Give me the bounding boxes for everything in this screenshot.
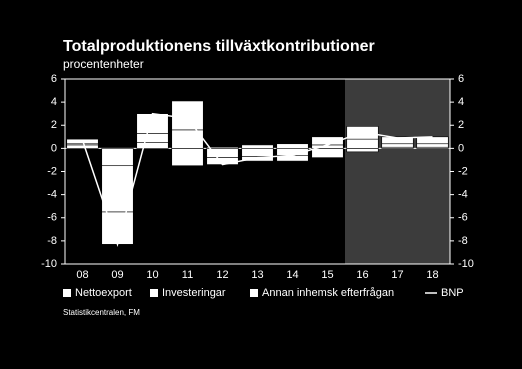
y-tick-label: 0 <box>51 142 57 154</box>
x-tick-label: 09 <box>111 269 123 281</box>
y2-tick-label: 4 <box>458 96 464 108</box>
y2-tick-label: 6 <box>458 73 464 85</box>
legend-swatch <box>250 289 258 297</box>
forecast-shade <box>345 79 450 264</box>
legend-label: Investeringar <box>162 287 226 299</box>
chart-title: Totalproduktionens tillväxtkontributione… <box>63 38 375 55</box>
bar-segment <box>136 113 169 134</box>
y2-tick-label: -6 <box>458 212 468 224</box>
y-tick-label: 2 <box>51 119 57 131</box>
bar-segment <box>346 148 379 153</box>
line <box>81 112 433 247</box>
bar-segment <box>241 156 274 162</box>
bar-segment <box>276 143 309 149</box>
bar-segment <box>171 100 204 131</box>
legend-label: BNP <box>441 287 464 299</box>
y-tick-label: -4 <box>47 189 57 201</box>
legend-swatch <box>150 289 158 297</box>
x-tick-label: 15 <box>321 269 333 281</box>
plot-frame <box>64 78 451 265</box>
x-tick-label: 12 <box>216 269 228 281</box>
x-tick-label: 14 <box>286 269 298 281</box>
bar-segment <box>136 133 169 143</box>
bar-segment <box>416 143 449 148</box>
y-tick-label: -2 <box>47 165 57 177</box>
x-tick-label: 10 <box>146 269 158 281</box>
y-tick-label: 6 <box>51 73 57 85</box>
legend-label: Nettoexport <box>75 287 132 299</box>
bar-segment <box>171 148 204 167</box>
bar-segment <box>66 144 99 149</box>
y-tick-label: 4 <box>51 96 57 108</box>
bar-segment <box>241 144 274 149</box>
legend-swatch <box>63 289 71 297</box>
x-tick-label: 13 <box>251 269 263 281</box>
legend-label: Annan inhemsk efterfrågan <box>262 287 394 299</box>
y2-tick-label: -10 <box>458 258 474 270</box>
y2-tick-label: -8 <box>458 235 468 247</box>
bar-segment <box>101 211 134 245</box>
x-tick-label: 08 <box>76 269 88 281</box>
source: Statistikcentralen, FM <box>63 308 140 317</box>
y-tick-label: -8 <box>47 235 57 247</box>
x-tick-label: 16 <box>356 269 368 281</box>
bar-segment <box>381 143 414 148</box>
y2-tick-label: -2 <box>458 165 468 177</box>
y2-tick-label: -4 <box>458 189 468 201</box>
bar-segment <box>241 148 274 157</box>
y-tick-label: -6 <box>47 212 57 224</box>
x-tick-label: 18 <box>426 269 438 281</box>
y2-tick-label: 2 <box>458 119 464 131</box>
bar-segment <box>346 138 379 149</box>
bar-segment <box>136 142 169 149</box>
bar-segment <box>101 148 134 167</box>
y2-tick-label: 0 <box>458 142 464 154</box>
chart-subtitle: procentenheter <box>63 57 144 71</box>
x-tick-label: 17 <box>391 269 403 281</box>
bar-segment <box>311 148 344 158</box>
bar-segment <box>381 136 414 145</box>
x-tick-label: 11 <box>182 269 193 281</box>
y-tick-label: -10 <box>41 258 57 270</box>
